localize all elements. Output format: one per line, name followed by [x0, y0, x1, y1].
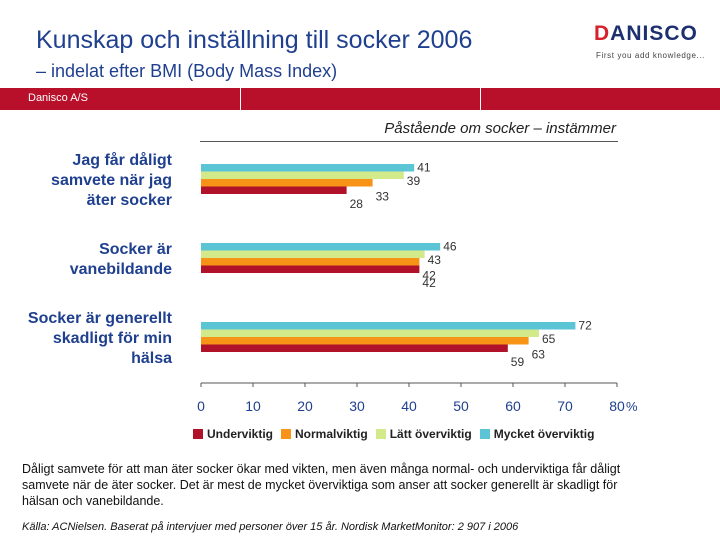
legend-label: Underviktig	[207, 427, 274, 441]
source-note: Källa: ACNielsen. Baserat på intervjuer …	[22, 521, 519, 533]
chart-title: Påstående om socker – instämmer	[384, 120, 616, 137]
chart-legend: Underviktig Normalviktig Lätt överviktig My…	[193, 425, 602, 443]
data-label: 33	[376, 190, 390, 204]
bar	[201, 171, 404, 179]
bar	[201, 337, 529, 345]
danisco-logo: DANISCO First you add knowledge...	[588, 22, 708, 66]
bar	[201, 243, 441, 251]
data-label: 59	[511, 355, 525, 369]
data-label: 39	[407, 174, 421, 188]
legend-item: Underviktig	[193, 427, 273, 441]
summary-text: Dåligt samvete för att man äter socker ö…	[22, 462, 621, 508]
x-tick-label: 30	[349, 398, 365, 414]
legend-label: Normalviktig	[295, 427, 368, 441]
company-label: Danisco A/S	[28, 92, 88, 104]
legend-item: Mycket överviktig	[479, 427, 595, 441]
legend-item: Lätt överviktig	[375, 427, 472, 441]
x-tick-label: 70	[557, 398, 573, 414]
category-label: Jag får dåligt	[72, 151, 172, 169]
legend-swatch	[193, 429, 203, 439]
data-label: 41	[417, 161, 431, 175]
bar	[201, 250, 425, 258]
legend-item: Normalviktig	[281, 427, 368, 441]
data-label: 46	[443, 240, 457, 254]
legend-label: Mycket överviktig	[493, 427, 595, 441]
data-label: 42	[422, 276, 436, 290]
x-tick-label: 10	[245, 398, 261, 414]
chart-title-rule	[200, 141, 618, 142]
bar	[201, 329, 539, 337]
logo-wordmark: DANISCO	[594, 22, 698, 45]
x-tick-label: 50	[453, 398, 469, 414]
legend-swatch	[281, 429, 292, 439]
data-label: 42	[422, 269, 436, 283]
data-label: 28	[350, 197, 364, 211]
bar	[201, 164, 415, 172]
x-tick-label: 60	[505, 398, 521, 414]
band-divider	[480, 88, 481, 110]
x-tick-label: 40	[401, 398, 417, 414]
bar	[201, 186, 347, 194]
category-label: vanebildande	[70, 261, 172, 278]
category-label: äter socker	[87, 192, 172, 209]
bar-chart: 0 10 20 30 40 50 60 70 80 % Jag får dåligt samvete …	[28, 151, 638, 414]
slide-subtitle: – indelat efter BMI (Body Mass Index)	[36, 61, 338, 81]
slide-title: Kunskap och inställning till socker 2006	[36, 26, 473, 54]
category-label: skadligt för min	[53, 330, 172, 347]
bar	[201, 258, 420, 266]
data-label: 65	[542, 332, 556, 346]
data-label: 72	[578, 319, 592, 333]
x-tick-label: 0	[197, 398, 205, 414]
logo-tagline: First you add knowledge...	[596, 51, 705, 60]
x-axis-unit: %	[626, 399, 638, 414]
data-label: 43	[428, 253, 442, 267]
band-divider	[240, 88, 241, 110]
legend-label: Lätt överviktig	[389, 427, 472, 441]
legend-swatch	[479, 429, 490, 439]
category-label: Socker är	[99, 241, 172, 258]
x-tick-label: 20	[297, 398, 313, 414]
category-label: samvete när jag	[51, 172, 172, 189]
bar	[201, 322, 576, 330]
legend-swatch	[375, 429, 386, 439]
bar	[201, 179, 373, 187]
data-label: 63	[532, 348, 546, 362]
header-band: Danisco A/S	[0, 88, 720, 110]
bar	[201, 265, 420, 273]
category-label: Socker är generellt	[28, 310, 173, 327]
category-label: hälsa	[131, 350, 172, 367]
x-tick-label: 80	[609, 398, 625, 414]
bar	[201, 344, 508, 352]
